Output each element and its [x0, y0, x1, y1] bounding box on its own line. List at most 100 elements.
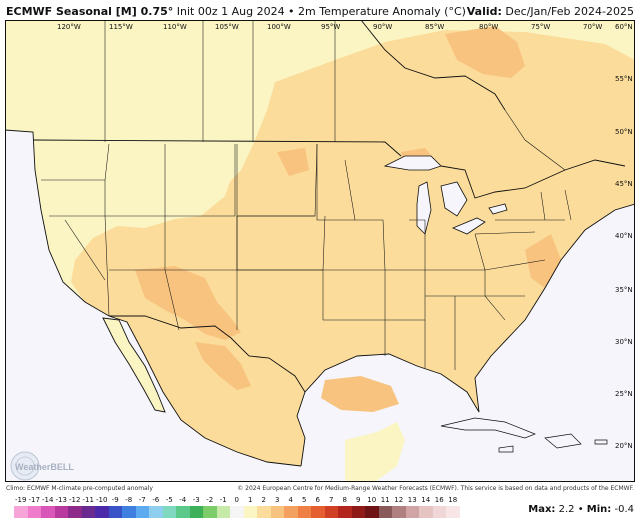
anomaly-core-southwest	[135, 266, 241, 340]
colorbar-swatch	[284, 506, 298, 518]
anomaly-zone-0-1-plains	[225, 80, 275, 170]
lon-label: 110°W	[163, 23, 187, 31]
lat-label: 50°N	[615, 128, 633, 136]
colorbar	[14, 506, 460, 518]
colorbar-tick-label: 9	[356, 496, 361, 504]
colorbar-swatch	[392, 506, 406, 518]
colorbar-swatch	[41, 506, 55, 518]
lon-label: 105°W	[215, 23, 239, 31]
colorbar-swatch	[405, 506, 419, 518]
colorbar-tick-label: 6	[315, 496, 320, 504]
anomaly-core-quebec	[445, 26, 525, 78]
colorbar-ticks: -19 -17 -14 -13 -12 -11 -10 -9 -8 -7 -6 -5 -4 -3 -2 -1 0…	[14, 496, 494, 506]
colorbar-swatch	[216, 506, 230, 518]
colorbar-tick-label: -2	[206, 496, 214, 504]
lon-label: 115°W	[109, 23, 133, 31]
lat-label: 55°N	[615, 75, 633, 83]
anomaly-zone-0-1-west	[91, 138, 235, 220]
colorbar-tick-label: -11	[82, 496, 94, 504]
colorbar-swatch	[419, 506, 433, 518]
colorbar-tick-label: -5	[165, 496, 173, 504]
colorbar-tick-label: -3	[192, 496, 200, 504]
lat-label: 45°N	[615, 180, 633, 188]
colorbar-tick-label: -13	[55, 496, 67, 504]
weatherbell-watermark: WeatherBELL	[15, 462, 74, 472]
colorbar-swatch	[432, 506, 446, 518]
colorbar-swatch	[297, 506, 311, 518]
valid-value: Dec/Jan/Feb 2024-2025	[505, 5, 634, 18]
valid-period: Valid: Dec/Jan/Feb 2024-2025	[467, 5, 634, 18]
hudson-bay-coast	[360, 20, 506, 111]
colorbar-swatch	[351, 506, 365, 518]
colorbar-tick-label: 18	[448, 496, 458, 504]
colorbar-swatch	[270, 506, 284, 518]
colorbar-swatch	[149, 506, 163, 518]
colorbar-swatch	[27, 506, 41, 518]
colorbar-tick-label: 13	[407, 496, 417, 504]
colorbar-tick-label: -1	[219, 496, 227, 504]
lake-erie	[451, 217, 486, 235]
colorbar-swatch	[338, 506, 352, 518]
colorbar-tick-label: -9	[111, 496, 119, 504]
colorbar-tick-label: -10	[96, 496, 108, 504]
colorbar-swatch	[54, 506, 68, 518]
max-label: Max:	[528, 504, 556, 515]
colorbar-swatch	[189, 506, 203, 518]
colorbar-tick-label: 11	[380, 496, 390, 504]
colorbar-tick-label: -19	[15, 496, 27, 504]
hispaniola	[544, 433, 582, 449]
cuba	[440, 417, 536, 439]
puerto-rico	[594, 439, 608, 445]
lon-label: 95°W	[321, 23, 340, 31]
lat-label: 35°N	[615, 286, 633, 294]
colorbar-tick-label: 10	[367, 496, 377, 504]
lake-huron	[440, 181, 468, 217]
anomaly-core-mexico	[195, 342, 251, 390]
lake-ontario	[488, 203, 508, 215]
colorbar-swatch	[446, 506, 460, 518]
climo-note: Climo: ECMWF M-climate pre-computed anom…	[6, 485, 153, 492]
lat-label: 60°N	[615, 23, 633, 31]
min-value: -0.4	[614, 504, 634, 515]
model-name: ECMWF Seasonal [M] 0.75°	[6, 5, 174, 18]
baja-coastline	[102, 317, 166, 413]
west-coastline	[5, 129, 302, 467]
lon-label: 90°W	[373, 23, 392, 31]
lat-label: 20°N	[615, 442, 633, 450]
province-borders	[104, 20, 566, 171]
colorbar-tick-label: 7	[329, 496, 334, 504]
colorbar-swatch	[243, 506, 257, 518]
colorbar-tick-label: -12	[69, 496, 81, 504]
mexico-us-border	[109, 315, 306, 393]
colorbar-tick-label: 4	[288, 496, 293, 504]
lon-label: 85°W	[425, 23, 444, 31]
lon-label: 80°W	[479, 23, 498, 31]
lon-label: 120°W	[57, 23, 81, 31]
colorbar-tick-label: 5	[302, 496, 307, 504]
colorbar-swatch	[230, 506, 244, 518]
colorbar-swatch	[311, 506, 325, 518]
min-label: Min:	[586, 504, 612, 515]
colorbar-swatch	[95, 506, 109, 518]
colorbar-swatch	[203, 506, 217, 518]
colorbar-tick-label: -17	[28, 496, 40, 504]
colorbar-tick-label: 1	[248, 496, 253, 504]
map-frame	[5, 20, 635, 482]
lon-label: 75°W	[531, 23, 550, 31]
anomaly-map[interactable]: WeatherBELL 120°W 115°W 110°W 105°W 100°…	[5, 20, 635, 482]
colorbar-swatch	[162, 506, 176, 518]
colorbar-tick-label: 16	[434, 496, 444, 504]
longitude-labels: 120°W 115°W 110°W 105°W 100°W 95°W 90°W …	[57, 23, 602, 31]
map-title: ECMWF Seasonal [M] 0.75° Init 00z 1 Aug …	[6, 5, 466, 18]
anomaly-core-east	[525, 234, 561, 288]
colorbar-swatch	[324, 506, 338, 518]
canada-us-border	[32, 139, 626, 199]
max-value: 2.2	[558, 504, 575, 515]
lon-label: 100°W	[267, 23, 291, 31]
separator: •	[577, 504, 584, 515]
lat-label: 30°N	[615, 338, 633, 346]
state-borders	[41, 143, 572, 370]
run-info: Init 00z 1 Aug 2024 • 2m Temperature Ano…	[176, 5, 466, 18]
anomaly-core-dakota	[277, 148, 309, 176]
map-header: ECMWF Seasonal [M] 0.75° Init 00z 1 Aug …	[0, 0, 640, 20]
